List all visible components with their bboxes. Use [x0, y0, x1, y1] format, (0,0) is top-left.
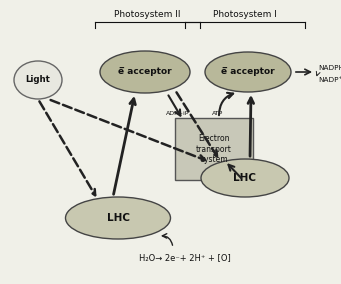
Text: LHC: LHC	[106, 213, 130, 223]
Text: H₂O→ 2e⁻+ 2H⁺ + [O]: H₂O→ 2e⁻+ 2H⁺ + [O]	[139, 254, 231, 262]
Text: Photosystem II: Photosystem II	[114, 10, 181, 19]
Text: Light: Light	[26, 76, 50, 85]
Text: ADP+iP: ADP+iP	[166, 111, 190, 116]
Ellipse shape	[100, 51, 190, 93]
Ellipse shape	[205, 52, 291, 92]
Text: LHC: LHC	[234, 173, 256, 183]
Text: Electron
transport
system: Electron transport system	[196, 134, 232, 164]
Text: Photosystem I: Photosystem I	[213, 10, 277, 19]
Text: e̅ acceptor: e̅ acceptor	[118, 68, 172, 76]
Bar	[175, 118, 253, 180]
Text: NADP⁺: NADP⁺	[318, 77, 341, 83]
Text: e̅ acceptor: e̅ acceptor	[221, 68, 275, 76]
Ellipse shape	[65, 197, 170, 239]
Text: ATP: ATP	[212, 111, 224, 116]
Ellipse shape	[14, 61, 62, 99]
Text: NADPH: NADPH	[318, 65, 341, 71]
Ellipse shape	[201, 159, 289, 197]
